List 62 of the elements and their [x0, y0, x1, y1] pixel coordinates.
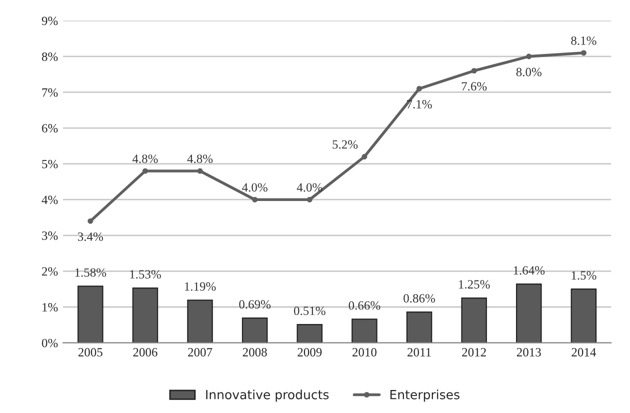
y-tick-label: 4% [42, 196, 58, 204]
data-label: 1.64% [514, 266, 545, 275]
point [142, 168, 148, 174]
x-tick-label: 2013 [516, 348, 541, 356]
x-tick-label: 2006 [133, 348, 158, 356]
x-tick-label: 2011 [408, 348, 431, 356]
point [197, 168, 203, 174]
y-tick-label: 3% [42, 231, 58, 240]
y-tick-label: 1% [42, 303, 58, 312]
data-label: 5.2% [332, 140, 358, 149]
y-tick-label: 6% [42, 124, 58, 133]
data-label: 1.19% [184, 282, 216, 291]
bar [296, 324, 323, 343]
point [580, 50, 586, 56]
y-tick-label: 7% [42, 88, 58, 97]
x-tick-label: 2007 [188, 348, 212, 356]
data-label: 0.86% [404, 294, 435, 303]
data-label: 8.0% [516, 68, 542, 76]
legend-label: Enterprises [390, 390, 460, 402]
point [362, 154, 368, 160]
data-label: 1.53% [130, 270, 161, 279]
data-label: 1.5% [572, 271, 596, 280]
x-tick-label: 2009 [298, 348, 322, 356]
x-tick-label: 2008 [242, 348, 267, 356]
x-tick-label: 2012 [462, 348, 486, 356]
legend-label: Innovative products [206, 390, 329, 402]
data-label: 4.8% [132, 154, 158, 164]
data-label: 0.51% [294, 306, 326, 316]
data-label: 1.58% [75, 268, 106, 277]
point [306, 196, 312, 202]
bar [406, 311, 432, 343]
data-label: 0.66% [348, 301, 380, 310]
bar [570, 288, 597, 343]
data-label: 7.1% [407, 100, 432, 109]
data-label: 8.1% [571, 36, 596, 45]
y-tick-label: 2% [42, 267, 58, 276]
y-tick-label: 8% [42, 52, 58, 61]
y-tick-label: 9% [42, 16, 58, 26]
x-tick-label: 2005 [78, 348, 102, 356]
data-label: 4.0% [242, 183, 268, 192]
bar [242, 318, 268, 343]
bar [516, 284, 542, 343]
point [471, 68, 477, 74]
bar [132, 287, 158, 343]
data-label: 7.6% [462, 82, 487, 91]
data-label: 0.69% [239, 300, 271, 309]
x-tick-label: 2014 [572, 348, 596, 356]
bar [78, 286, 104, 343]
data-label: 4.0% [296, 183, 322, 192]
data-label: 1.25% [459, 280, 490, 289]
y-tick-label: 0% [42, 338, 58, 348]
bar [461, 297, 487, 343]
data-label: 4.8% [187, 154, 213, 164]
point [416, 86, 422, 92]
x-tick-label: 2010 [352, 348, 376, 356]
data-label: 3.4% [78, 232, 103, 241]
bar [187, 300, 213, 343]
point [252, 196, 258, 202]
point [526, 54, 532, 60]
point [88, 218, 94, 224]
y-tick-label: 5% [42, 160, 58, 168]
bar [352, 318, 378, 343]
